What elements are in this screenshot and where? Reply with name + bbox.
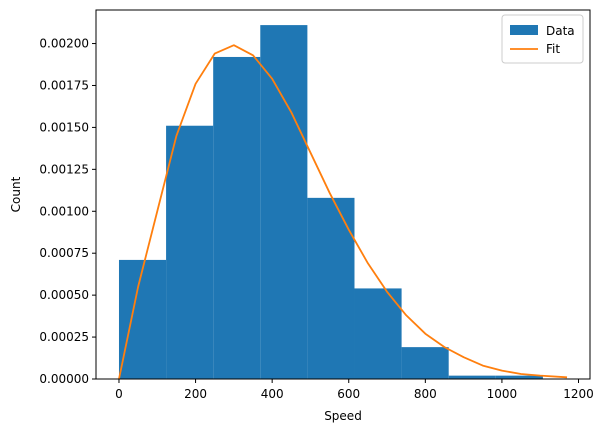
y-tick-label: 0.00175 bbox=[39, 78, 89, 92]
legend-box bbox=[501, 14, 584, 64]
histogram-bar-3 bbox=[213, 56, 261, 380]
y-tick-label: 0.00075 bbox=[39, 246, 89, 260]
y-tick-label: 0.00000 bbox=[39, 372, 89, 386]
y-axis-ticks: 0.00000 0.00025 0.00050 0.00075 0.00100 0.001… bbox=[39, 37, 96, 386]
histogram-bar-6 bbox=[354, 288, 402, 379]
histogram-bars-layer bbox=[118, 25, 543, 380]
x-tick-label: 1200 bbox=[563, 387, 594, 401]
histogram-bar-8 bbox=[448, 375, 496, 379]
legend-data-label: Data bbox=[546, 24, 575, 38]
x-tick-label: 200 bbox=[184, 387, 207, 401]
histogram-bar-9 bbox=[495, 375, 543, 379]
x-tick-label: 0 bbox=[115, 387, 123, 401]
y-tick-label: 0.00025 bbox=[39, 330, 89, 344]
y-tick-label: 0.00150 bbox=[39, 120, 89, 134]
y-axis-label: Count bbox=[9, 176, 23, 212]
x-tick-label: 400 bbox=[261, 387, 284, 401]
x-axis-ticks: 0 200 400 600 800 1000 1200 bbox=[115, 379, 594, 401]
histogram-bar-7 bbox=[401, 347, 449, 379]
histogram-bar-1 bbox=[118, 259, 167, 379]
x-tick-label: 600 bbox=[337, 387, 360, 401]
y-tick-label: 0.00200 bbox=[39, 37, 89, 51]
x-tick-label: 800 bbox=[414, 387, 437, 401]
y-tick-label: 0.00100 bbox=[39, 204, 89, 218]
y-tick-label: 0.00125 bbox=[39, 162, 89, 176]
plot-frame bbox=[95, 9, 591, 380]
legend: Data Fit bbox=[501, 14, 584, 64]
fit-line-layer bbox=[118, 44, 568, 380]
axes-layer: 0 200 400 600 800 1000 1200 0.000000.000250.00… bbox=[9, 9, 594, 423]
histogram-bar-2 bbox=[166, 125, 214, 380]
y-tick-label: 0.00050 bbox=[39, 288, 89, 302]
fit-line bbox=[118, 44, 568, 380]
histogram-bar-5 bbox=[307, 197, 355, 379]
legend-fit-label: Fit bbox=[546, 42, 560, 56]
x-axis-label: Speed bbox=[324, 409, 362, 423]
x-tick-label: 1000 bbox=[487, 387, 518, 401]
histogram-bar-4 bbox=[260, 25, 308, 379]
legend-data-swatch bbox=[510, 25, 538, 35]
